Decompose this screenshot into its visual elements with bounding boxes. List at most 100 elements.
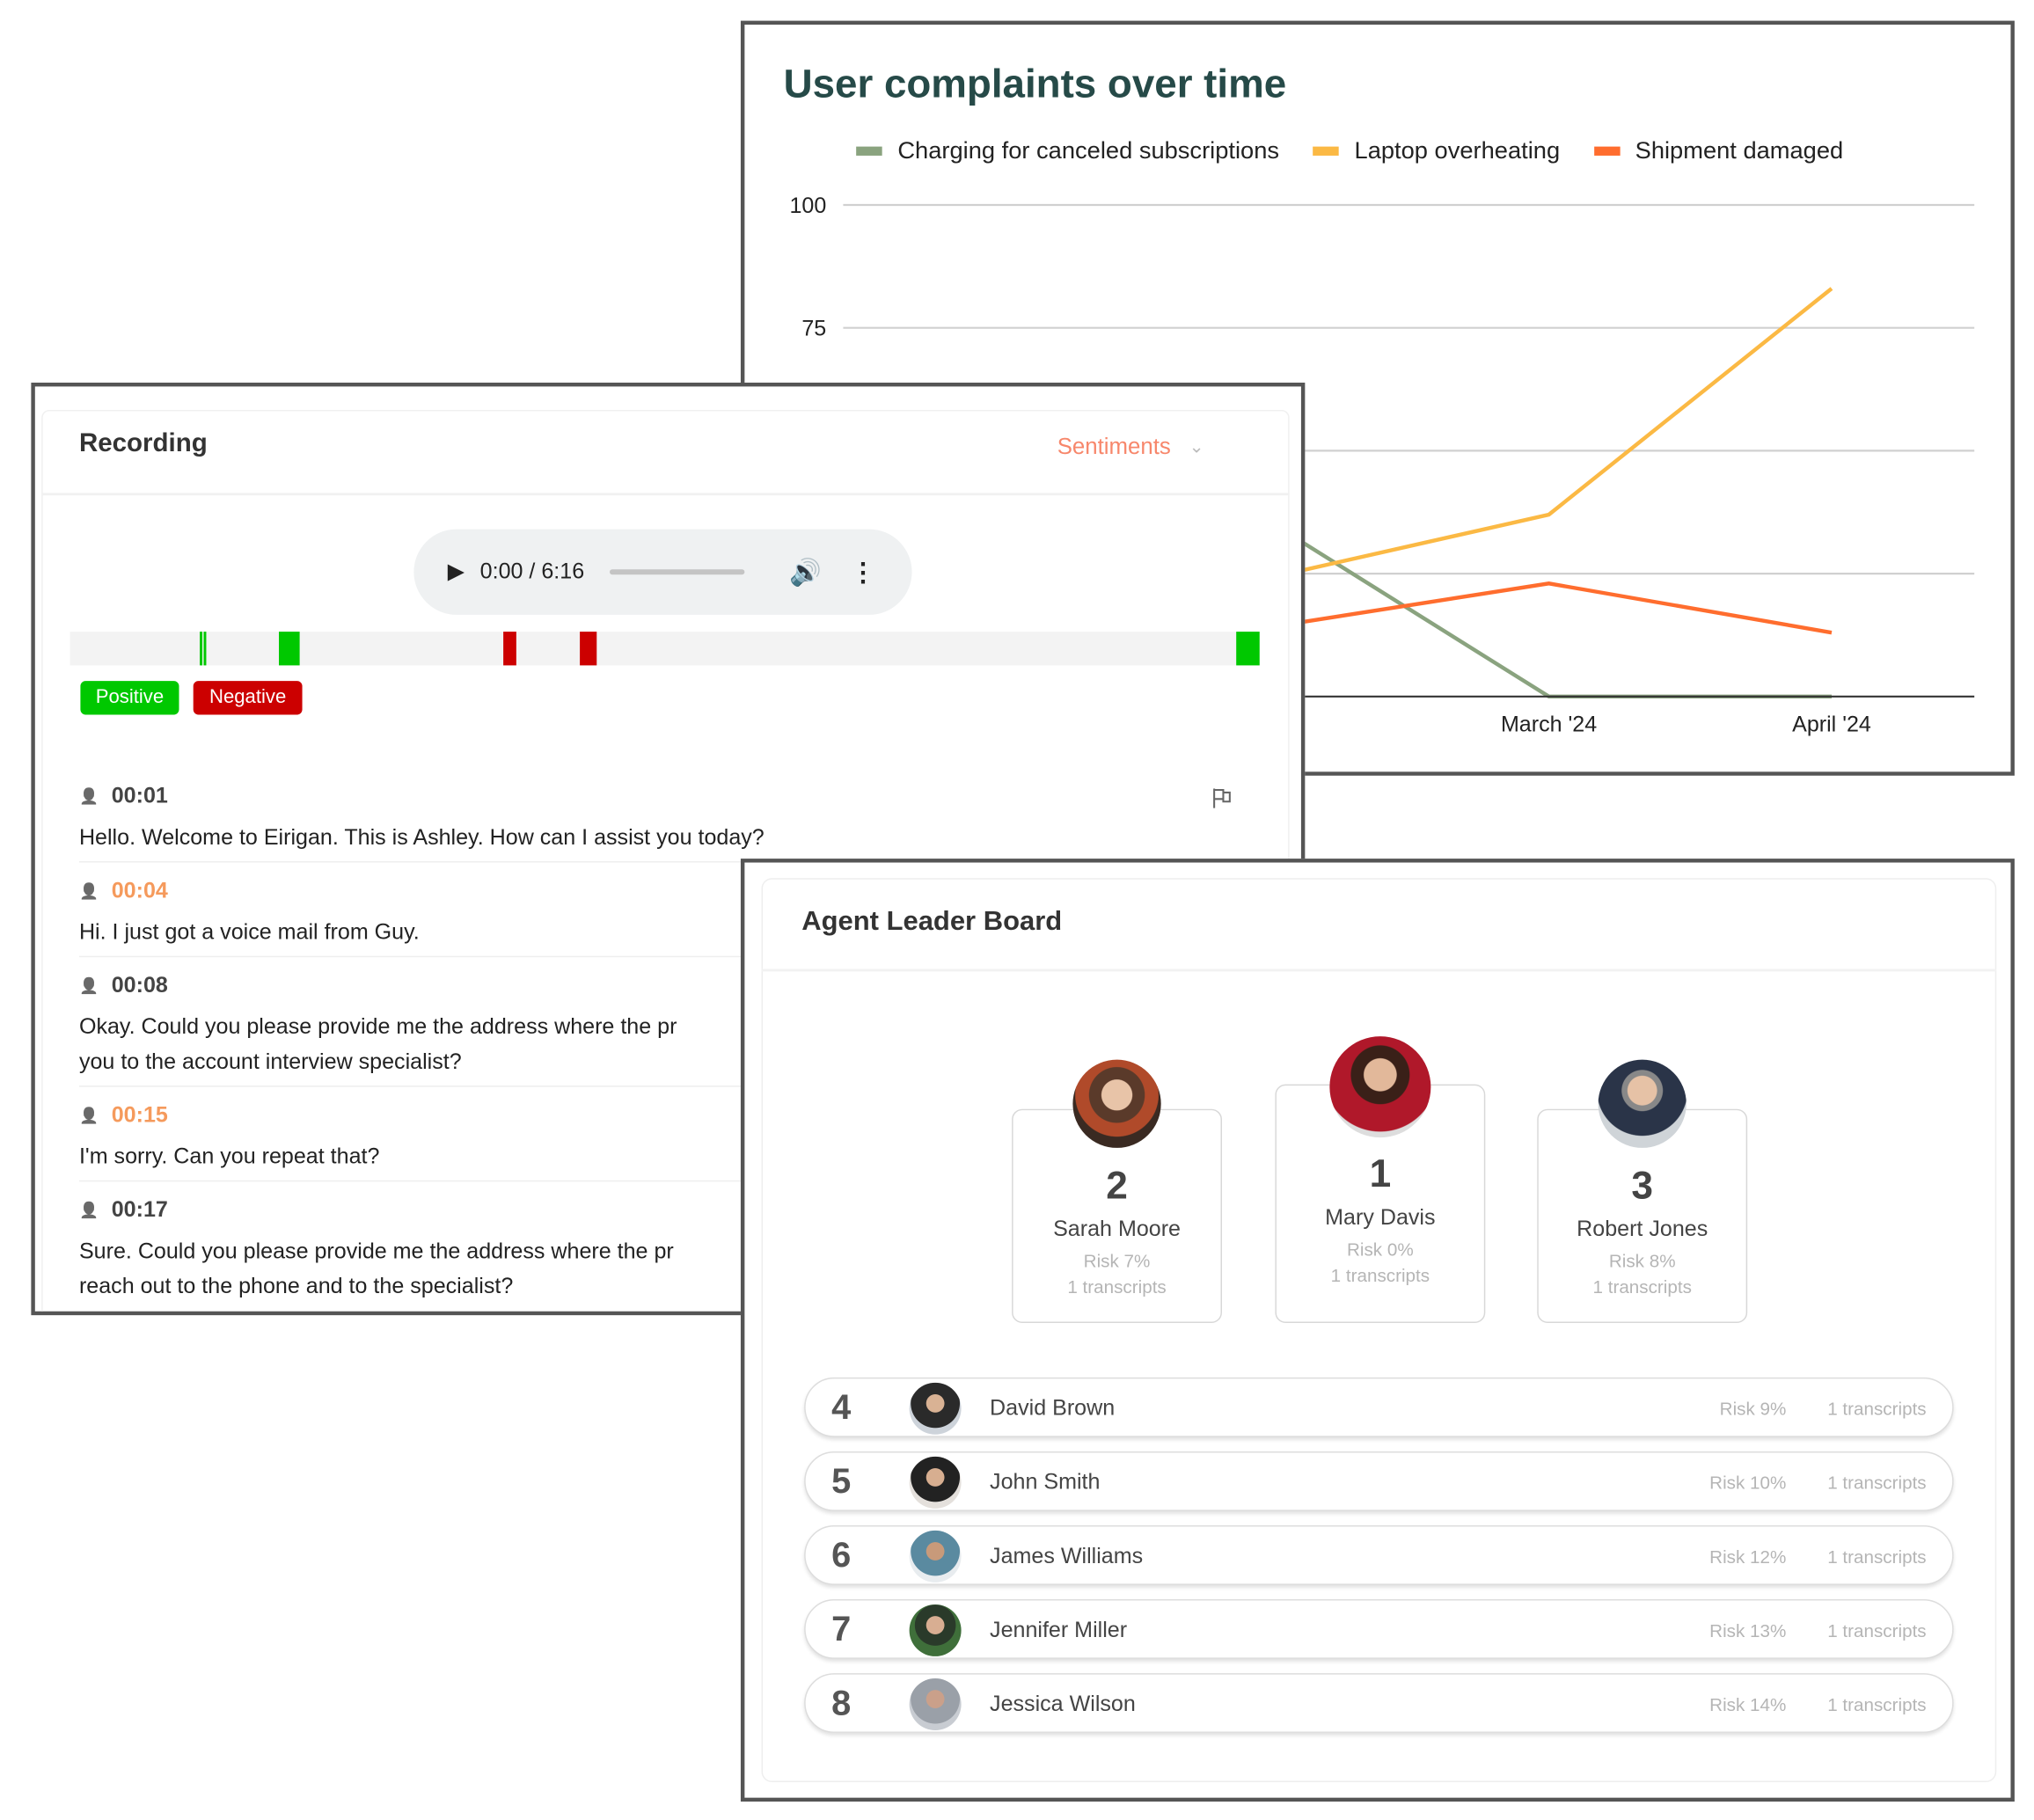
transcripts: 1 transcripts [1827,1693,1927,1715]
positive-marker[interactable] [203,632,206,666]
rank: 5 [831,1461,852,1501]
agent-name: Sarah Moore [1053,1217,1182,1242]
avatar [1598,1059,1686,1148]
timestamp[interactable]: 00:08 [111,972,168,998]
negative-marker[interactable] [503,632,516,666]
transcripts: 1 transcripts [1067,1275,1167,1297]
transcripts: 1 transcripts [1827,1472,1927,1494]
risk: Risk 0% [1346,1239,1414,1260]
leaderboard-row[interactable]: 4 David Brown Risk 9% 1 transcripts [804,1377,1954,1437]
divider [78,1085,1286,1087]
utterance: Hi. I just got a voice mail from Guy. [79,915,1247,950]
rank: 1 [1369,1152,1392,1196]
avatar [909,1530,962,1582]
timestamp-row: 👤 00:17 [79,1197,1247,1223]
timestamp-row: 👤 00:15 [79,1102,1247,1128]
play-icon[interactable]: ▶ [447,559,465,584]
legend-item-laptop[interactable]: Laptop overheating [1313,136,1560,164]
rank: 4 [831,1387,852,1427]
utterance: Okay. Could you please provide me the ad… [79,1009,1247,1079]
series-line-2[interactable] [1265,581,1833,635]
legend-swatch [856,145,882,156]
agent-name: David Brown [990,1395,1116,1421]
timestamp[interactable]: 00:15 [111,1102,168,1128]
user-icon: 👤 [78,881,99,901]
utterance-line: Okay. Could you please provide me the ad… [78,1014,677,1040]
positive-badge[interactable]: Positive [80,681,179,715]
timestamp[interactable]: 00:01 [111,783,168,808]
transcript-entry: 👤 00:17 Sure. Could you please provide me … [79,1197,1247,1304]
transcript-entry: 👤 00:15 I'm sorry. Can you repeat that? [79,1102,1247,1173]
divider [78,955,1286,958]
series-line-1[interactable] [1265,287,1833,581]
volume-icon[interactable]: 🔊 [789,558,822,588]
rank: 3 [1631,1165,1654,1208]
transcript-entry: 👤 00:01 Hello. Welcome to Eirigan. This is… [79,784,1247,855]
risk: Risk 12% [1709,1546,1787,1568]
podium-card-2[interactable]: 2 Sarah Moore Risk 7% 1 transcripts [1012,1108,1222,1323]
leaderboard-row[interactable]: 6 James Williams Risk 12% 1 transcripts [804,1525,1954,1585]
leaderboard-row[interactable]: 7 Jennifer Miller Risk 13% 1 transcripts [804,1599,1954,1659]
utterance-line: I'm sorry. Can you repeat that? [78,1144,380,1169]
x-tick-label: March '24 [1501,713,1597,737]
utterance-line: Sure. Could you please provide me the ad… [78,1239,674,1264]
legend-item-charging[interactable]: Charging for canceled subscriptions [856,136,1279,164]
utterance: I'm sorry. Can you repeat that? [79,1139,1247,1174]
more-options-icon[interactable]: ⋮ [850,558,876,588]
transcripts: 1 transcripts [1827,1398,1927,1420]
avatar [909,1604,962,1656]
agent-name: John Smith [990,1469,1101,1495]
utterance-line: you to the account interview specialist? [78,1049,462,1074]
rank: 8 [831,1683,852,1723]
positive-marker[interactable] [279,632,300,666]
timestamp-row: 👤 00:08 [79,973,1247,998]
flag-icon[interactable] [1211,786,1234,810]
header-divider [41,493,1290,496]
transcripts: 1 transcripts [1592,1275,1692,1297]
timestamp[interactable]: 00:17 [111,1196,168,1222]
sentiments-dropdown[interactable]: Sentiments ⌄ [1057,433,1204,460]
transcript-entry: 👤 00:04 Hi. I just got a voice mail from G… [79,878,1247,949]
x-tick-label: April '24 [1792,713,1871,737]
avatar [1329,1036,1431,1138]
transcripts: 1 transcripts [1827,1546,1927,1568]
timestamp[interactable]: 00:04 [111,878,168,903]
positive-marker[interactable] [1236,632,1260,666]
timestamp-row: 👤 00:01 [79,784,1247,809]
sentiments-label: Sentiments [1057,433,1171,459]
agent-name: Jennifer Miller [990,1617,1128,1642]
chart-legend: Charging for canceled subscriptions Lapt… [856,136,1843,164]
divider [78,1180,1286,1182]
negative-badge[interactable]: Negative [193,681,303,715]
player-time: 0:00 / 6:16 [479,559,585,584]
recording-title: Recording [78,429,208,458]
user-icon: 👤 [78,976,99,995]
y-tick-label: 75 [801,317,826,341]
agent-name: Robert Jones [1577,1217,1708,1242]
sentiment-timeline[interactable] [70,632,1260,666]
legend-swatch [1593,145,1620,156]
leaderboard-panel: Agent Leader Board 2 Sarah Moore Risk 7%… [740,859,2015,1802]
transcripts: 1 transcripts [1330,1264,1430,1286]
seek-bar[interactable] [610,569,745,575]
rank: 7 [831,1609,852,1649]
series-line-0[interactable] [1264,517,1832,699]
legend-swatch [1313,145,1339,156]
leaderboard-row[interactable]: 5 John Smith Risk 10% 1 transcripts [804,1451,1954,1511]
utterance-line: Hello. Welcome to Eirigan. This is Ashle… [78,824,765,850]
legend-item-shipment[interactable]: Shipment damaged [1593,136,1843,164]
positive-marker[interactable] [200,632,202,666]
risk: Risk 13% [1709,1619,1787,1641]
chart-title: User complaints over time [783,61,1287,106]
rank: 6 [831,1535,852,1575]
leaderboard-title: Agent Leader Board [801,906,1063,937]
y-tick-label: 100 [789,194,826,218]
legend-label: Laptop overheating [1354,135,1561,164]
negative-marker[interactable] [580,632,597,666]
user-icon: 👤 [78,1106,99,1125]
legend-label: Shipment damaged [1635,135,1844,164]
transcript-entry: 👤 00:08 Okay. Could you please provide me … [79,973,1247,1079]
leaderboard-row[interactable]: 8 Jessica Wilson Risk 14% 1 transcripts [804,1673,1954,1733]
header-divider [761,968,1997,972]
agent-name: James Williams [990,1543,1144,1568]
